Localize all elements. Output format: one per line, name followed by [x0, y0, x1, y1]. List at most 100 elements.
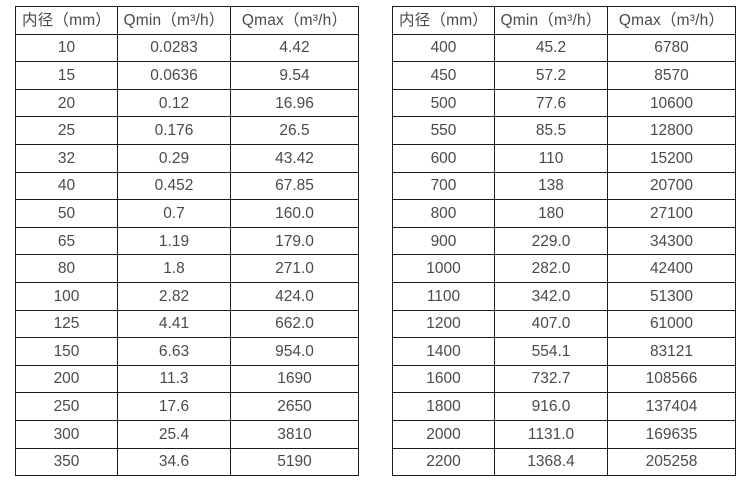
- table-cell: 25.4: [117, 419, 231, 449]
- table-row: 2000 1131.0 169635: [392, 419, 736, 449]
- table-row: 80 1.8 271.0: [15, 254, 359, 283]
- table-cell: 9.54: [230, 61, 359, 90]
- table-cell: 954.0: [230, 337, 359, 366]
- table-row: 600 110 15200: [392, 143, 736, 173]
- table-cell: 138: [494, 171, 608, 201]
- table-row: 150 6.63 954.0: [15, 337, 359, 366]
- table-row: 400 45.2 6780: [392, 33, 736, 63]
- table-row: 1400 554.1 83121: [392, 337, 736, 366]
- table-cell: 77.6: [494, 88, 608, 118]
- table-cell: 12800: [607, 116, 736, 145]
- table-cell: 3810: [230, 419, 359, 449]
- table-cell: 2650: [230, 392, 359, 421]
- table-row: 500 77.6 10600: [392, 88, 736, 118]
- table-row: 1800 916.0 137404: [392, 392, 736, 421]
- table-row: 1600 732.7 108566: [392, 364, 736, 394]
- table-cell: 600: [392, 143, 495, 173]
- table-cell: 554.1: [494, 337, 608, 366]
- table-cell: 1200: [392, 309, 495, 339]
- table-cell: 1.19: [117, 226, 231, 256]
- table-cell: 2000: [392, 419, 495, 449]
- table-cell: 57.2: [494, 61, 608, 90]
- table-cell: 1100: [392, 281, 495, 311]
- table-cell: 342.0: [494, 281, 608, 311]
- table-row: 100 2.82 424.0: [15, 281, 359, 311]
- table-cell: 11.3: [117, 364, 231, 394]
- table-row: 25 0.176 26.5: [15, 116, 359, 145]
- table-row: 300 25.4 3810: [15, 419, 359, 449]
- table-cell: 4.41: [117, 309, 231, 339]
- table-cell: 50: [15, 199, 118, 228]
- table-cell: 150: [15, 337, 118, 366]
- table-cell: 8570: [607, 61, 736, 90]
- table-cell: 2.82: [117, 281, 231, 311]
- table-row: 50 0.7 160.0: [15, 199, 359, 228]
- table-cell: 916.0: [494, 392, 608, 421]
- table-cell: 83121: [607, 337, 736, 366]
- table-cell: 1368.4: [494, 447, 608, 477]
- table-cell: 662.0: [230, 309, 359, 339]
- table-cell: 550: [392, 116, 495, 145]
- table-cell: 282.0: [494, 254, 608, 283]
- table-cell: 42400: [607, 254, 736, 283]
- table-row: 10 0.0283 4.42: [15, 33, 359, 63]
- table-cell: 80: [15, 254, 118, 283]
- table-cell: 25: [15, 116, 118, 145]
- table-header-row: 内径（mm） Qmin（m³/h） Qmax（m³/h）: [392, 6, 736, 35]
- table-header-row: 内径（mm） Qmin（m³/h） Qmax（m³/h）: [15, 6, 359, 35]
- table-row: 200 11.3 1690: [15, 364, 359, 394]
- table-cell: 51300: [607, 281, 736, 311]
- table-cell: 180: [494, 199, 608, 228]
- header-cell-qmin: Qmin（m³/h）: [494, 6, 608, 35]
- header-cell-diameter: 内径（mm）: [392, 6, 495, 35]
- table-cell: 10600: [607, 88, 736, 118]
- table-cell: 5190: [230, 447, 359, 477]
- header-cell-qmin: Qmin（m³/h）: [117, 6, 231, 35]
- table-row: 1000 282.0 42400: [392, 254, 736, 283]
- header-cell-diameter: 内径（mm）: [15, 6, 118, 35]
- table-cell: 0.452: [117, 171, 231, 201]
- table-cell: 500: [392, 88, 495, 118]
- table-cell: 350: [15, 447, 118, 477]
- table-cell: 800: [392, 199, 495, 228]
- table-row: 450 57.2 8570: [392, 61, 736, 90]
- table-cell: 0.29: [117, 143, 231, 173]
- table-row: 550 85.5 12800: [392, 116, 736, 145]
- table-row: 125 4.41 662.0: [15, 309, 359, 339]
- table-cell: 2200: [392, 447, 495, 477]
- table-cell: 125: [15, 309, 118, 339]
- table-cell: 65: [15, 226, 118, 256]
- table-row: 900 229.0 34300: [392, 226, 736, 256]
- table-row: 40 0.452 67.85: [15, 171, 359, 201]
- table-cell: 169635: [607, 419, 736, 449]
- table-cell: 6.63: [117, 337, 231, 366]
- table-cell: 40: [15, 171, 118, 201]
- table-cell: 271.0: [230, 254, 359, 283]
- table-cell: 4.42: [230, 33, 359, 63]
- table-cell: 205258: [607, 447, 736, 477]
- table-row: 32 0.29 43.42: [15, 143, 359, 173]
- flow-rate-table-small-diameters: 内径（mm） Qmin（m³/h） Qmax（m³/h） 10 0.0283 4.4…: [15, 6, 359, 477]
- header-cell-qmax: Qmax（m³/h）: [607, 6, 736, 35]
- table-cell: 16.96: [230, 88, 359, 118]
- table-cell: 229.0: [494, 226, 608, 256]
- table-row: 15 0.0636 9.54: [15, 61, 359, 90]
- table-cell: 27100: [607, 199, 736, 228]
- table-cell: 26.5: [230, 116, 359, 145]
- table-cell: 0.176: [117, 116, 231, 145]
- table-cell: 0.0283: [117, 33, 231, 63]
- table-cell: 45.2: [494, 33, 608, 63]
- table-cell: 6780: [607, 33, 736, 63]
- table-cell: 250: [15, 392, 118, 421]
- header-cell-qmax: Qmax（m³/h）: [230, 6, 359, 35]
- table-cell: 1131.0: [494, 419, 608, 449]
- table-row: 700 138 20700: [392, 171, 736, 201]
- table-cell: 179.0: [230, 226, 359, 256]
- table-cell: 160.0: [230, 199, 359, 228]
- table-cell: 1400: [392, 337, 495, 366]
- table-cell: 200: [15, 364, 118, 394]
- table-cell: 34300: [607, 226, 736, 256]
- table-cell: 407.0: [494, 309, 608, 339]
- table-row: 250 17.6 2650: [15, 392, 359, 421]
